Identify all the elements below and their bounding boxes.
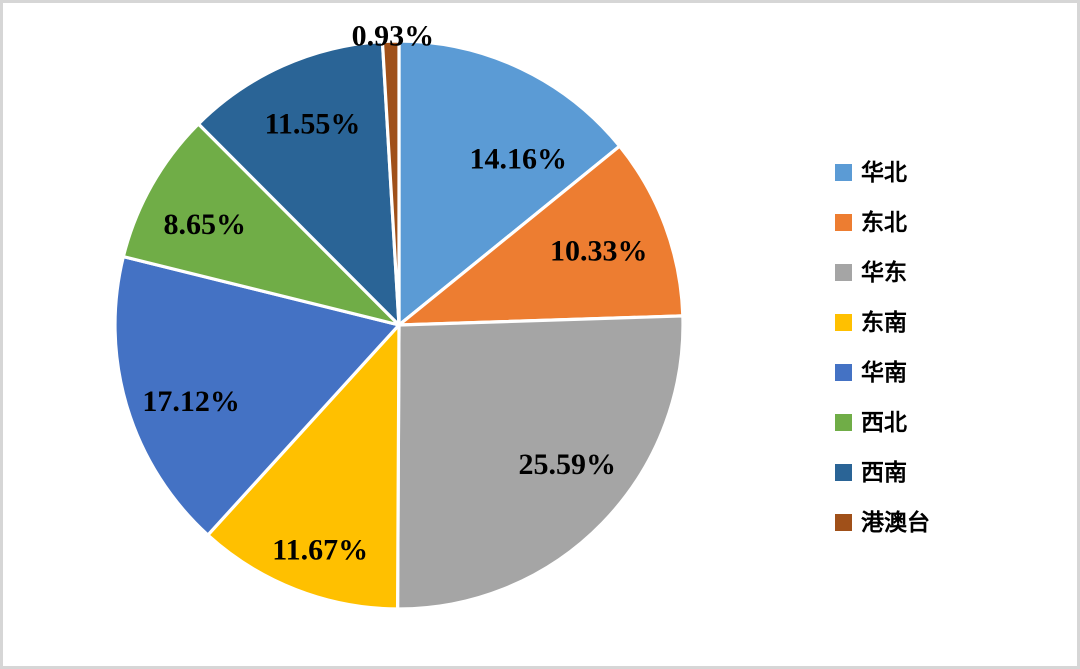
legend-item-1: 东北 <box>835 210 930 234</box>
legend-item-2: 华东 <box>835 260 930 284</box>
legend-label: 西南 <box>861 459 907 485</box>
pie-data-label-2: 25.59% <box>519 448 617 481</box>
legend-swatch-icon <box>835 163 852 181</box>
pie-slice-0 <box>397 39 622 327</box>
legend-swatch-icon <box>835 463 852 481</box>
legend-label: 华南 <box>861 359 907 385</box>
legend-label: 华东 <box>861 259 907 285</box>
legend-swatch-icon <box>835 263 852 281</box>
pie-data-label-5: 8.65% <box>163 208 246 241</box>
pie-data-label-4: 17.12% <box>142 385 240 418</box>
legend-swatch-icon <box>835 213 852 231</box>
legend-item-0: 华北 <box>835 160 930 184</box>
pie-slice-1 <box>397 144 685 327</box>
legend-swatch-icon <box>835 313 852 331</box>
pie-data-label-0: 14.16% <box>470 142 568 175</box>
legend-swatch-icon <box>835 363 852 381</box>
pie-slice-5 <box>121 122 401 327</box>
legend-item-7: 港澳台 <box>835 510 930 534</box>
pie-data-label-1: 10.33% <box>550 235 648 268</box>
pie-slice-6 <box>196 39 401 327</box>
legend-label: 西北 <box>861 409 907 435</box>
pie-slice-7 <box>380 39 401 327</box>
legend-item-5: 西北 <box>835 410 930 434</box>
legend-label: 东南 <box>861 309 907 335</box>
legend-item-4: 华南 <box>835 360 930 384</box>
legend-swatch-icon <box>835 413 852 431</box>
legend-label: 华北 <box>861 159 907 185</box>
pie-data-label-3: 11.67% <box>272 534 368 567</box>
legend-label: 港澳台 <box>861 509 930 535</box>
legend-item-6: 西南 <box>835 460 930 484</box>
legend-swatch-icon <box>835 513 852 531</box>
pie-slice-2 <box>395 314 685 611</box>
pie-slice-3 <box>206 323 401 611</box>
pie-data-label-6: 11.55% <box>265 108 361 141</box>
pie-chart: 14.16% 10.33% 25.59% 11.67% 17.12% 8.65% 11.55… <box>113 20 685 611</box>
pie-data-label-7: 0.93% <box>352 20 435 53</box>
chart-legend: 华北东北华东东南华南西北西南港澳台 <box>835 160 930 534</box>
legend-item-3: 东南 <box>835 310 930 334</box>
legend-label: 东北 <box>861 209 907 235</box>
pie-slice-4 <box>113 255 401 537</box>
